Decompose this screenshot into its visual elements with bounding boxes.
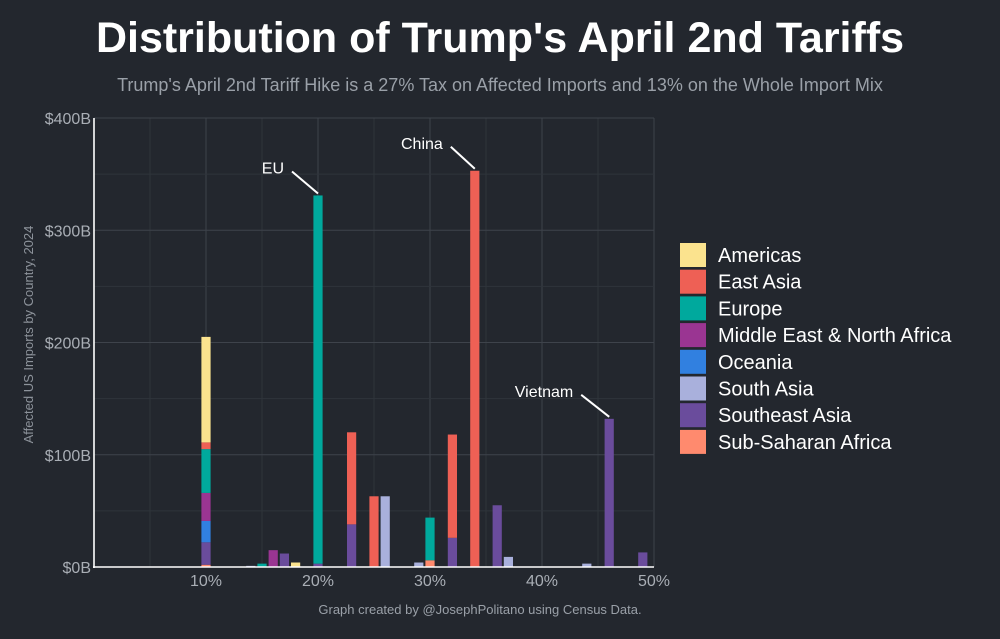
legend-label-southeast-asia: Southeast Asia (718, 405, 852, 427)
legend-swatch-southeast-asia (680, 403, 706, 428)
bar-segment-europe (257, 563, 267, 567)
y-tick-label: $400B (45, 111, 91, 128)
bar-segment-europe (313, 195, 323, 564)
legend-swatch-south-asia (680, 376, 706, 401)
bar-segment-europe (425, 517, 435, 561)
bar-segment-east-asia (369, 496, 379, 567)
bar-segment-south-asia (414, 562, 424, 567)
legend-swatch-europe (680, 296, 706, 321)
bar-segment-south-asia (582, 563, 592, 567)
bar-segment-southeast-asia (638, 552, 648, 567)
annotation-china: China (401, 136, 443, 153)
bar-segment-europe (201, 449, 211, 493)
y-tick-label: $100B (45, 448, 91, 465)
annotations: EU China Vietnam (262, 136, 610, 418)
legend-label-middle-east-north-africa: Middle East & North Africa (718, 325, 952, 347)
y-axis-label: Affected US Imports by Country, 2024 (21, 226, 36, 444)
axes: 10% 20% 30% 40% 50% $0B $100B $200B $300B $400B (45, 111, 670, 590)
bar-segment-southeast-asia (604, 418, 614, 567)
bar-segment-americas (291, 562, 301, 567)
caption: Graph created by @JosephPolitano using C… (318, 602, 641, 617)
bar-segment-south-asia (503, 556, 513, 567)
bar-segment-sub-saharan-africa (201, 564, 211, 567)
bar-segment-east-asia (347, 432, 357, 525)
bar-segment-southeast-asia (347, 524, 357, 567)
bar-segment-east-asia (201, 442, 211, 450)
bar-segment-americas (201, 336, 211, 443)
bar-segment-southeast-asia (201, 542, 211, 565)
bar-segment-middle-east-north-africa (268, 550, 278, 567)
annotation-leader-vietnam (580, 394, 610, 418)
legend-swatch-americas (680, 243, 706, 267)
legend-swatch-sub-saharan-africa (680, 429, 706, 454)
legend-label-europe: Europe (718, 298, 783, 320)
x-tick-label: 10% (190, 573, 222, 590)
legend-swatch-middle-east-north-africa (680, 323, 706, 348)
annotation-eu: EU (262, 160, 284, 177)
bar-segment-sub-saharan-africa (425, 560, 435, 567)
y-tick-label: $200B (45, 336, 91, 353)
bar-segment-southeast-asia (447, 537, 457, 567)
y-tick-label: $300B (45, 223, 91, 240)
bar-segment-east-asia (470, 170, 480, 567)
bar-segment-southeast-asia (279, 553, 289, 567)
legend-swatch-east-asia (680, 269, 706, 294)
legend-label-sub-saharan-africa: Sub-Saharan Africa (718, 432, 892, 454)
bar-segment-southeast-asia (492, 505, 502, 567)
annotation-vietnam: Vietnam (515, 384, 573, 401)
legend: Americas East Asia Europe Middle East & Nor… (680, 243, 952, 454)
legend-label-oceania: Oceania (718, 352, 793, 374)
annotation-leader-china (450, 146, 476, 170)
legend-label-south-asia: South Asia (718, 379, 815, 401)
x-tick-label: 40% (526, 573, 558, 590)
bar-segment-east-asia (447, 434, 457, 538)
bar-segment-middle-east-north-africa (201, 492, 211, 521)
x-tick-label: 30% (414, 573, 446, 590)
bar-segment-oceania (201, 520, 211, 543)
legend-swatch-oceania (680, 349, 706, 374)
x-tick-label: 20% (302, 573, 334, 590)
legend-label-americas: Americas (718, 245, 801, 267)
annotation-leader-eu (291, 170, 319, 195)
bars (201, 170, 648, 567)
chart-title: Distribution of Trump's April 2nd Tariff… (95, 14, 905, 62)
legend-label-east-asia: East Asia (718, 272, 802, 294)
chart-subtitle: Trump's April 2nd Tariff Hike is a 27% T… (117, 75, 883, 95)
y-tick-label: $0B (63, 560, 91, 577)
bar-segment-south-asia (380, 496, 390, 567)
x-tick-label: 50% (638, 573, 670, 590)
bar-segment-southeast-asia (313, 563, 323, 567)
